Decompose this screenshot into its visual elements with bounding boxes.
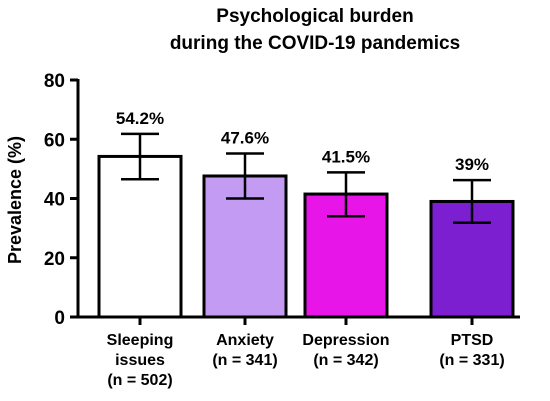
data-label-0: 54.2% (116, 109, 164, 128)
x-tick-label-0-1: issues (115, 352, 165, 369)
data-label-2: 41.5% (322, 147, 370, 166)
y-tick-label-1: 20 (44, 249, 65, 270)
chart-title-line-1: Psychological burden (216, 6, 413, 27)
data-label-1: 47.6% (221, 128, 269, 147)
x-tick-label-0-0: Sleeping (107, 332, 174, 349)
y-tick-label-0: 0 (54, 308, 65, 329)
x-tick-label-0-2: (n = 502) (107, 372, 172, 389)
x-tick-label-3-1: (n = 331) (439, 352, 504, 369)
y-tick-label-4: 80 (44, 71, 65, 92)
x-tick-label-1-0: Anxiety (216, 332, 274, 349)
plot-area: 54.2% 47.6% 41.5% 39% 0 20 40 60 80 Sleeping issue… (44, 71, 520, 389)
y-axis-label: Prevalence (%) (5, 136, 25, 264)
y-tick-label-3: 60 (44, 130, 65, 151)
chart-title-line-2: during the COVID-19 pandemics (170, 33, 460, 54)
y-tick-label-2: 40 (44, 190, 65, 211)
x-tick-label-2-0: Depression (302, 332, 389, 349)
x-tick-label-3-0: PTSD (451, 332, 494, 349)
data-label-3: 39% (455, 155, 489, 174)
x-tick-label-1-1: (n = 341) (212, 352, 277, 369)
bar-0 (97, 154, 183, 319)
x-tick-label-2-1: (n = 342) (313, 352, 378, 369)
